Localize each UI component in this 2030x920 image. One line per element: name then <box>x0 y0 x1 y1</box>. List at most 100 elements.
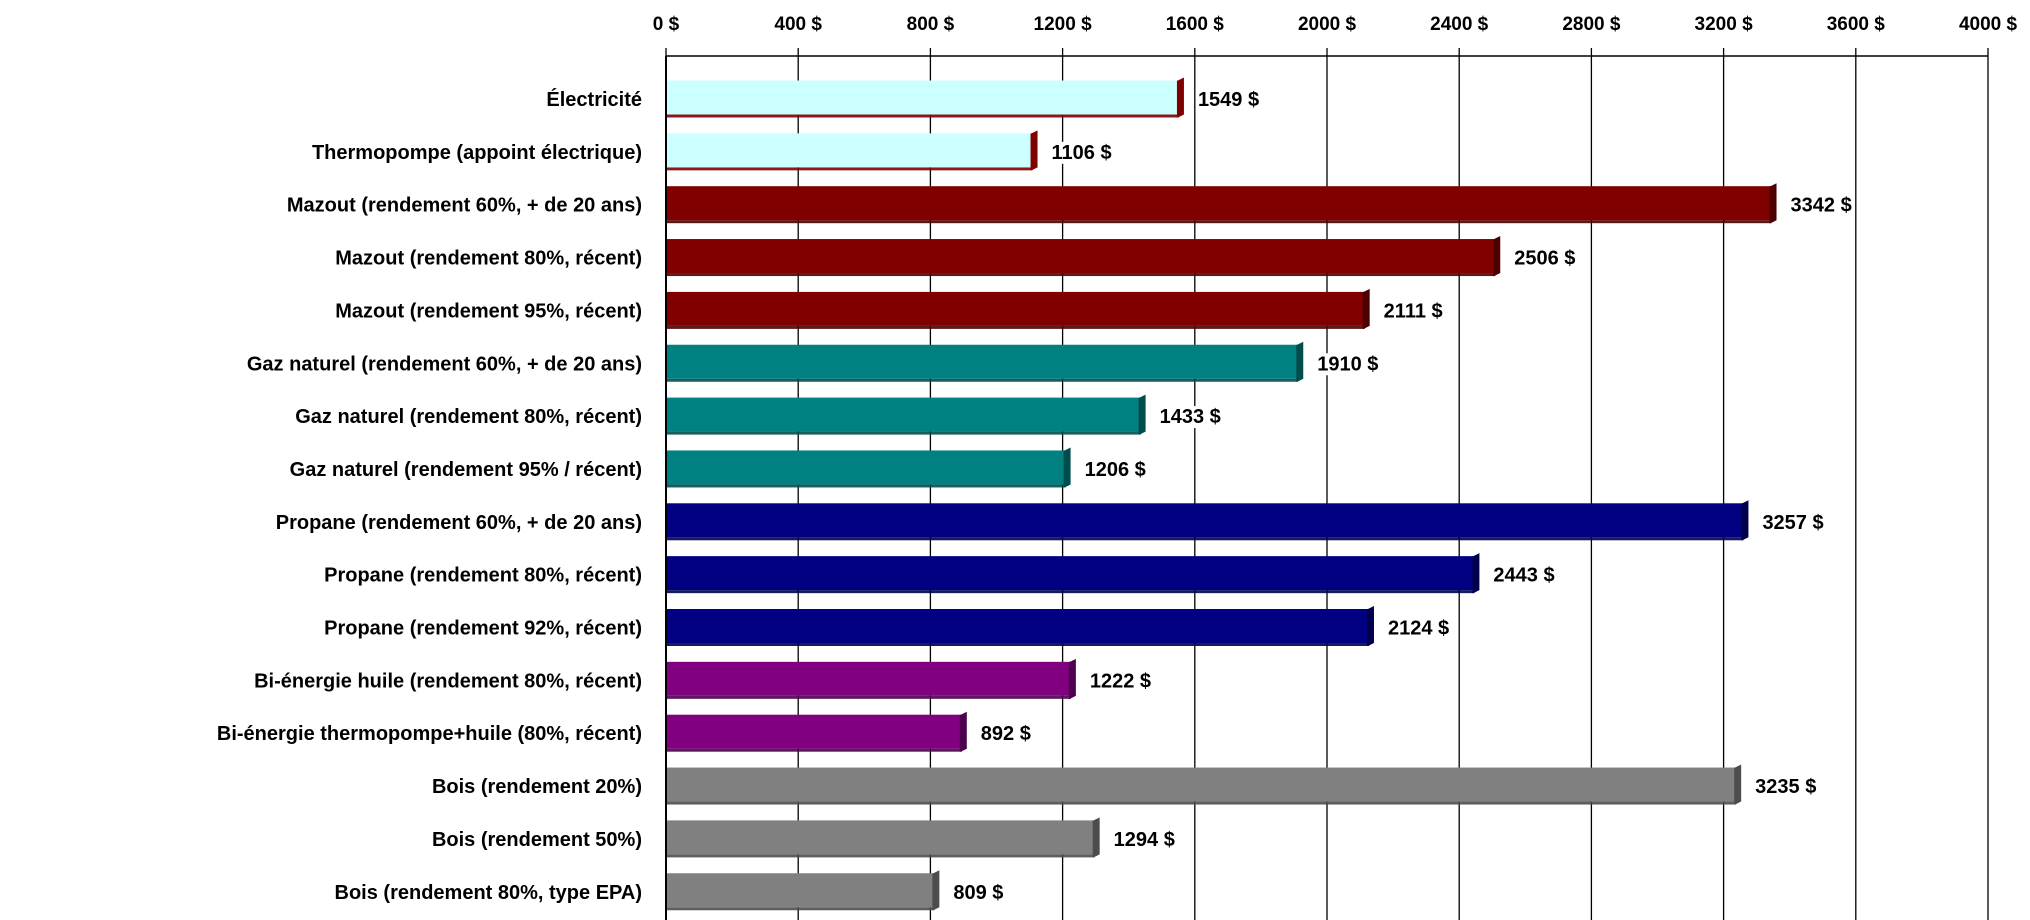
data-label-bg <box>978 723 1033 746</box>
bar-bottom-edge <box>666 854 1094 858</box>
category-label: Mazout (rendement 60%, + de 20 ans) <box>287 195 642 217</box>
x-tick-label: 2400 $ <box>1430 14 1489 35</box>
bar-group <box>666 553 1480 594</box>
bar-side <box>1735 764 1742 805</box>
bar-bottom-edge <box>666 378 1298 382</box>
bar-group <box>666 77 1184 118</box>
data-label: 1106 $ <box>1052 142 1112 164</box>
bar <box>666 873 934 908</box>
bar-side <box>933 870 940 911</box>
bar-group <box>666 764 1742 805</box>
category-label: Bi-énergie thermopompe+huile (80%, récen… <box>217 723 642 745</box>
bar <box>666 239 1495 274</box>
bar-side <box>1297 341 1304 382</box>
data-label-bg <box>1512 247 1578 270</box>
bar-group <box>666 500 1749 541</box>
category-labels: Électricité Thermopompe (appoint électriq… <box>217 88 642 904</box>
bar-group <box>666 288 1370 329</box>
data-label-bg <box>1087 670 1154 693</box>
bar <box>666 397 1140 432</box>
data-label: 2506 $ <box>1514 248 1575 270</box>
data-label-bg <box>1788 194 1854 217</box>
bar-group <box>666 658 1076 699</box>
bar-side <box>1494 236 1501 277</box>
data-label-bg <box>1381 300 1445 323</box>
data-label: 1206 $ <box>1085 459 1146 481</box>
data-label: 1222 $ <box>1090 670 1151 692</box>
bar-group <box>666 183 1777 224</box>
data-label-bg <box>951 881 1006 904</box>
bar <box>666 186 1771 221</box>
x-axis-ticks: 0 $ 400 $ 800 $ 1200 $ 1600 $ 2000 $ 2400 $ 280… <box>653 14 2018 56</box>
category-label: Gaz naturel (rendement 80%, récent) <box>295 406 642 428</box>
data-label-bg <box>1195 89 1262 111</box>
bar-side <box>1031 130 1038 171</box>
x-tick-label: 3200 $ <box>1695 14 1754 35</box>
category-label: Propane (rendement 60%, + de 20 ans) <box>276 512 642 534</box>
data-label: 2443 $ <box>1493 565 1554 587</box>
bar-bottom-edge <box>666 695 1070 699</box>
bar-side <box>1139 394 1146 435</box>
bar-bottom-edge <box>666 273 1495 277</box>
category-label: Bois (rendement 50%) <box>432 829 642 851</box>
bar-bottom-edge <box>666 801 1736 805</box>
bar-bottom-edge <box>666 748 961 752</box>
category-label: Mazout (rendement 95%, récent) <box>335 300 642 322</box>
bar-bottom-edge <box>666 114 1178 118</box>
data-label-bg <box>1082 458 1148 481</box>
bar-bottom-edge <box>666 325 1364 329</box>
category-label: Électricité <box>546 88 642 111</box>
x-tick-label: 0 $ <box>653 14 680 35</box>
bar-bottom-edge <box>666 537 1743 541</box>
data-label: 2124 $ <box>1388 618 1449 640</box>
bar-group <box>666 870 940 911</box>
data-label: 3342 $ <box>1791 195 1852 217</box>
bar-group <box>666 606 1374 646</box>
bar-group <box>666 394 1146 435</box>
x-tick-label: 2800 $ <box>1562 14 1621 35</box>
bar-side <box>1069 658 1076 699</box>
category-label: Mazout (rendement 80%, récent) <box>335 248 642 270</box>
x-tick-label: 4000 $ <box>1959 14 2018 35</box>
x-tick-label: 400 $ <box>774 14 822 35</box>
bar <box>666 80 1178 115</box>
category-label: Bois (rendement 20%) <box>432 776 642 798</box>
data-label: 1433 $ <box>1160 406 1221 428</box>
bar-group <box>666 711 967 752</box>
bar-group <box>666 130 1038 171</box>
data-label: 1910 $ <box>1317 353 1378 375</box>
bar-group <box>666 817 1100 858</box>
bar-side <box>1093 817 1100 858</box>
bar <box>666 291 1364 326</box>
bar-bottom-edge <box>666 484 1065 488</box>
data-label-bg <box>1315 353 1381 376</box>
bar-bottom-edge <box>666 907 934 911</box>
category-label: Propane (rendement 92%, récent) <box>324 618 642 640</box>
bar-group <box>666 236 1501 277</box>
data-label-bg <box>1385 617 1452 640</box>
bar-side <box>960 711 967 752</box>
data-label: 2111 $ <box>1384 300 1443 322</box>
bar <box>666 714 961 749</box>
data-label: 1294 $ <box>1114 829 1175 851</box>
data-label-bg <box>1491 564 1557 587</box>
x-tick-label: 1200 $ <box>1034 14 1093 35</box>
x-tick-label: 800 $ <box>907 14 955 35</box>
bar-side <box>1064 447 1071 488</box>
bar-group <box>666 341 1304 382</box>
bar-bottom-edge <box>666 590 1474 594</box>
bar-side <box>1367 606 1374 646</box>
value-labels: 1549 $ 1106 $ 3342 $ 2506 $ 2111 $ 1910 $ 1433… <box>951 89 1854 904</box>
category-label: Propane (rendement 80%, récent) <box>324 565 642 587</box>
data-label: 892 $ <box>981 723 1031 745</box>
data-label: 1549 $ <box>1198 89 1259 111</box>
bar-side <box>1363 288 1370 329</box>
bar <box>666 661 1070 696</box>
category-label: Gaz naturel (rendement 95% / récent) <box>290 459 642 481</box>
data-label-bg <box>1049 141 1114 164</box>
bar <box>666 344 1298 379</box>
bar-side <box>1177 77 1184 118</box>
bars-layer <box>666 77 1777 911</box>
x-tick-label: 2000 $ <box>1298 14 1357 35</box>
